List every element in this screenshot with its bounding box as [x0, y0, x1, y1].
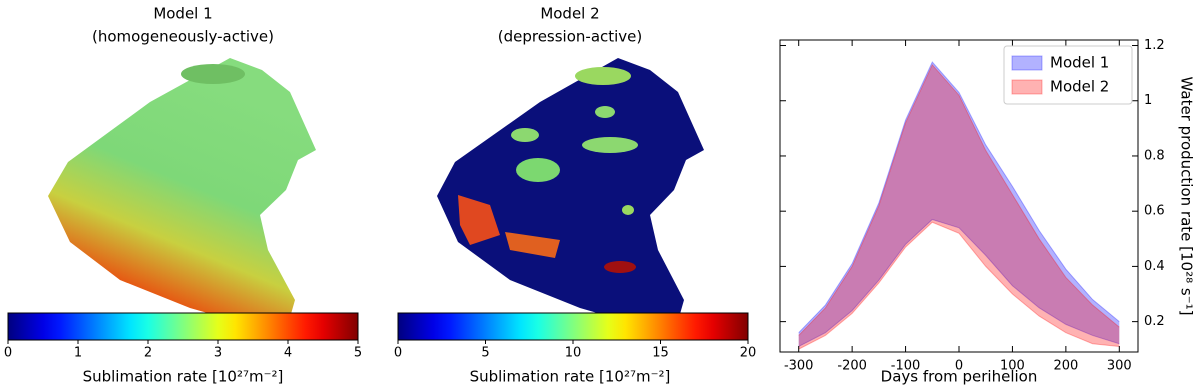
y-tick-label: 0.8: [1144, 148, 1165, 163]
y-tick-label: 0.2: [1144, 314, 1165, 329]
legend-label: Model 1: [1050, 54, 1109, 72]
x-axis-label: Sublimation rate [10²⁷m⁻²]: [470, 368, 671, 386]
y-axis-label: Water production rate [10²⁸ s⁻¹]: [1178, 77, 1196, 316]
x-tick-label: 10: [565, 346, 582, 361]
x-axis-label: Sublimation rate [10²⁷m⁻²]: [83, 368, 284, 386]
nucleus-render-1: [48, 58, 316, 335]
x-tick-label: 100: [1000, 359, 1025, 374]
x-axis-label: Days from perihelion: [881, 368, 1038, 386]
band-fill: [798, 64, 1120, 350]
x-tick-label: 20: [740, 346, 757, 361]
band-edge: [798, 221, 1120, 350]
x-tick-label: 0: [955, 359, 963, 374]
panel-title: (homogeneously-active): [92, 28, 274, 46]
legend-box: [1003, 45, 1133, 105]
x-tick-label: 0: [394, 346, 402, 361]
x-tick-label: 3: [214, 346, 222, 361]
x-tick-label: -300: [784, 359, 814, 374]
legend-swatch: [1011, 55, 1043, 71]
x-tick-label: 4: [284, 346, 292, 361]
x-tick-label: 5: [354, 346, 362, 361]
band-fill: [798, 62, 1120, 347]
y-tick-label: 1: [1144, 93, 1152, 108]
x-tick-label: 15: [652, 346, 669, 361]
x-tick-label: 300: [1107, 359, 1132, 374]
band-edge: [798, 61, 1120, 334]
y-tick-label: 0.6: [1144, 204, 1165, 219]
x-tick-label: 1: [74, 346, 82, 361]
y-tick-label: 0.4: [1144, 259, 1165, 274]
band-edge: [798, 218, 1120, 347]
plot-area: [798, 61, 1120, 350]
x-tick-label: 5: [481, 346, 489, 361]
colorbar: [7, 312, 359, 341]
panel-title: (depression-active): [498, 28, 643, 46]
x-tick-label: 200: [1053, 359, 1078, 374]
nucleus-render-2: [437, 58, 704, 335]
y-tick-label: 1.2: [1144, 38, 1165, 53]
colorbar: [397, 312, 749, 341]
band-edge: [798, 63, 1120, 336]
panel-title: Model 2: [540, 5, 599, 23]
legend-swatch: [1011, 79, 1043, 95]
x-tick-label: -100: [891, 359, 921, 374]
x-tick-label: 2: [144, 346, 152, 361]
legend: Model 1 Model 2: [1003, 45, 1133, 105]
legend-label: Model 2: [1050, 78, 1109, 96]
x-tick-label: -200: [837, 359, 867, 374]
x-tick-label: 0: [4, 346, 12, 361]
panel-title: Model 1: [153, 5, 212, 23]
